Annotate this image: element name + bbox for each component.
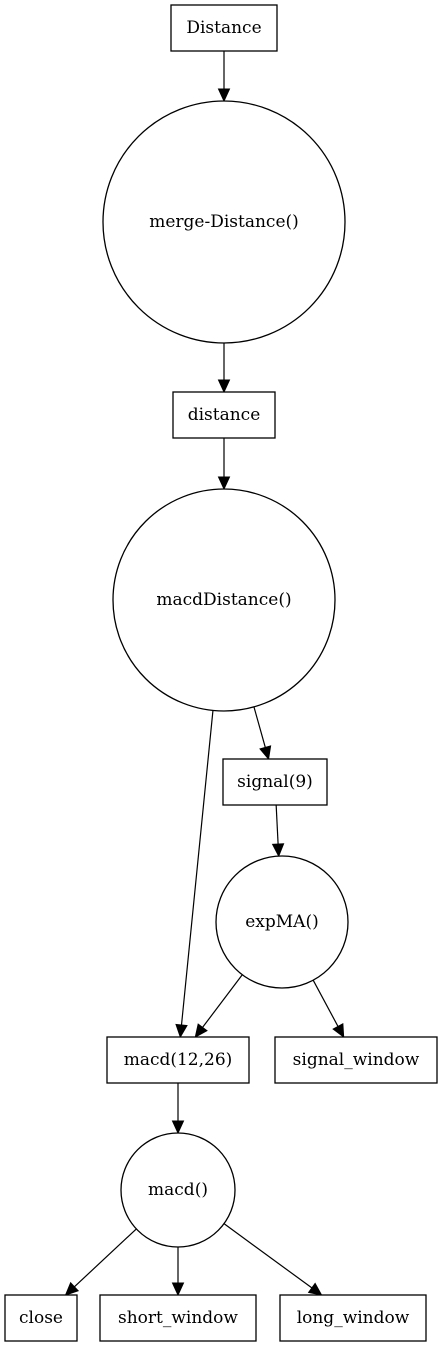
node-circle — [215, 855, 349, 989]
arrowhead-icon — [217, 476, 231, 491]
node-signal_window: signal_window — [274, 1036, 438, 1084]
node-short_window: short_window — [99, 1294, 257, 1342]
edge-signal-to-expma — [271, 804, 285, 858]
node-close: close — [4, 1294, 78, 1342]
edge-line — [312, 979, 339, 1027]
edge-line — [275, 804, 279, 845]
edge-line — [223, 1223, 313, 1289]
node-distance_input: Distance — [170, 4, 278, 52]
arrowhead-icon — [171, 1282, 185, 1297]
node-label: close — [19, 1308, 63, 1328]
arrowhead-icon — [64, 1281, 80, 1296]
node-box — [222, 758, 328, 806]
edge-line — [180, 710, 214, 1026]
edge-merge_distance-to-distance — [217, 343, 231, 394]
edges-layer — [64, 51, 345, 1297]
edge-macd_distance-to-signal — [253, 706, 272, 761]
edge-line — [253, 706, 266, 748]
edge-macd_fn-to-long_window — [223, 1223, 323, 1296]
node-distance: distance — [172, 391, 276, 439]
node-label: signal(9) — [237, 772, 313, 792]
node-label: short_window — [118, 1308, 238, 1328]
edge-macd_12_26-to-macd_fn — [171, 1083, 185, 1135]
edge-distance_input-to-merge_distance — [217, 51, 231, 103]
nodes-layer: Distance merge-Distance() distance macdDist… — [4, 4, 438, 1342]
arrowhead-icon — [332, 1023, 345, 1039]
arrowhead-icon — [217, 88, 231, 103]
arrowhead-icon — [171, 1120, 185, 1135]
node-label: macdDistance() — [156, 590, 291, 610]
node-box — [4, 1294, 78, 1342]
node-circle — [120, 1132, 236, 1248]
arrowhead-icon — [217, 379, 231, 394]
edge-macd_fn-to-short_window — [171, 1247, 185, 1297]
arrowhead-icon — [307, 1282, 323, 1296]
node-box — [172, 391, 276, 439]
edge-distance-to-macd_distance — [217, 438, 231, 491]
node-label: macd(12,26) — [124, 1050, 233, 1070]
node-box — [99, 1294, 257, 1342]
node-circle — [102, 100, 346, 344]
node-box — [274, 1036, 438, 1084]
node-macd_distance: macdDistance() — [112, 488, 336, 712]
node-label: distance — [188, 405, 261, 425]
arrowhead-icon — [194, 1023, 208, 1038]
edge-line — [73, 1228, 137, 1288]
node-expma: expMA() — [215, 855, 349, 989]
node-label: expMA() — [245, 912, 318, 932]
node-macd_fn: macd() — [120, 1132, 236, 1248]
node-merge_distance: merge-Distance() — [102, 100, 346, 344]
node-label: long_window — [297, 1308, 410, 1328]
edge-macd_distance-to-macd_12_26 — [175, 710, 214, 1039]
node-circle — [112, 488, 336, 712]
edge-line — [202, 974, 243, 1028]
node-long_window: long_window — [279, 1294, 427, 1342]
node-box — [170, 4, 278, 52]
arrowhead-icon — [259, 745, 272, 761]
arrowhead-icon — [271, 843, 285, 858]
edge-expma-to-signal_window — [312, 979, 345, 1039]
node-label: Distance — [186, 18, 261, 38]
edge-macd_fn-to-close — [64, 1228, 137, 1296]
node-signal: signal(9) — [222, 758, 328, 806]
node-macd_12_26: macd(12,26) — [106, 1036, 250, 1084]
node-label: signal_window — [293, 1050, 420, 1070]
edge-expma-to-macd_12_26 — [194, 974, 243, 1038]
arrowhead-icon — [175, 1023, 188, 1039]
node-box — [279, 1294, 427, 1342]
node-box — [106, 1036, 250, 1084]
node-label: macd() — [148, 1180, 208, 1200]
node-label: merge-Distance() — [149, 212, 299, 232]
